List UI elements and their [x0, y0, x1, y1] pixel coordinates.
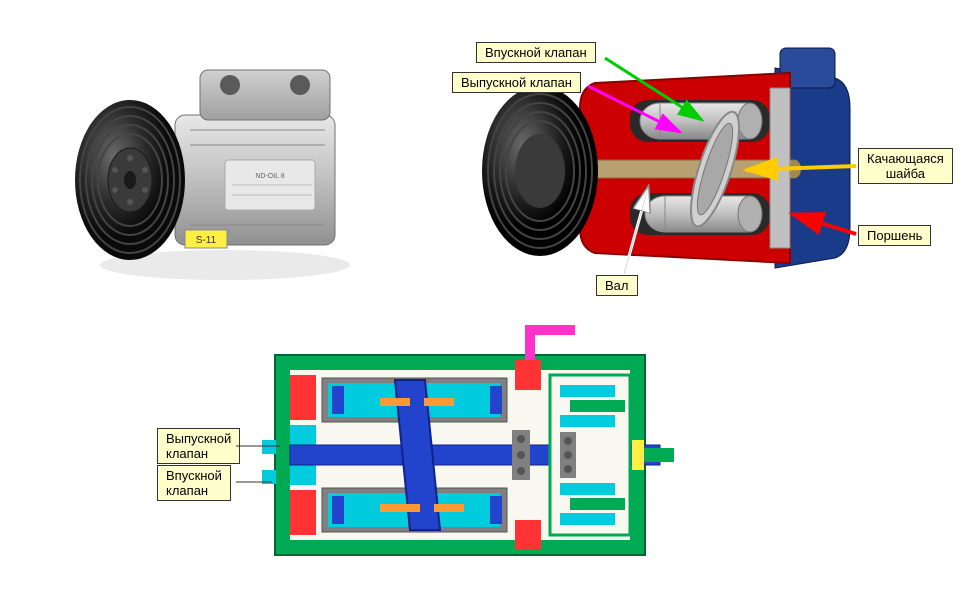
label-schematic-inlet: Впускной клапан — [157, 465, 231, 501]
compressor-cutaway-photo — [430, 28, 900, 308]
svg-text:S-11: S-11 — [196, 235, 217, 246]
label-text: Впускной — [166, 468, 222, 483]
label-text: Выпускной — [166, 431, 231, 446]
label-text: шайба — [886, 166, 925, 181]
svg-text:ND-OIL 8: ND-OIL 8 — [255, 173, 284, 180]
label-text: клапан — [166, 483, 208, 498]
label-shaft: Вал — [596, 275, 638, 296]
label-outlet-valve: Выпускной клапан — [452, 72, 581, 93]
compressor-external-photo: S-11 ND-OIL 8 — [60, 30, 380, 290]
label-text: Качающаяся — [867, 151, 944, 166]
label-inlet-valve: Впускной клапан — [476, 42, 596, 63]
label-piston: Поршень — [858, 225, 931, 246]
label-text: Вал — [605, 278, 629, 293]
label-text: Впускной клапан — [485, 45, 587, 60]
label-swash-plate: Качающаяся шайба — [858, 148, 953, 184]
label-text: клапан — [166, 446, 208, 461]
label-text: Поршень — [867, 228, 922, 243]
label-schematic-outlet: Выпускной клапан — [157, 428, 240, 464]
compressor-schematic — [260, 320, 680, 570]
label-text: Выпускной клапан — [461, 75, 572, 90]
